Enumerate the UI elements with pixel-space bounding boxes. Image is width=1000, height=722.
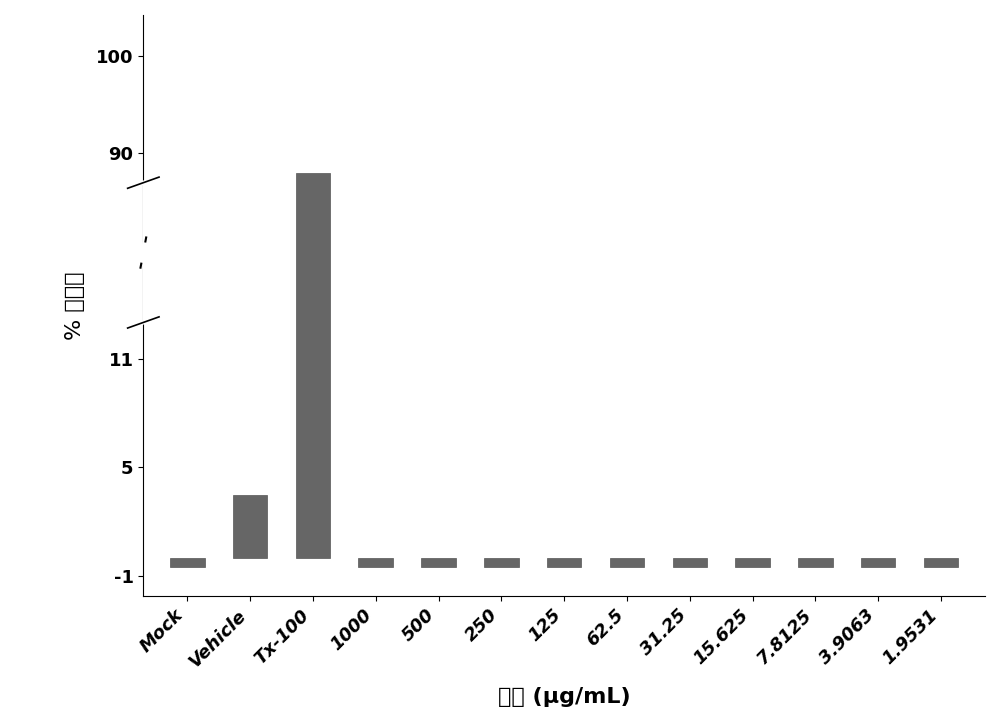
Bar (798, 558, 833, 567)
Bar (358, 558, 393, 567)
Bar (484, 558, 519, 567)
Bar (233, 495, 267, 558)
Y-axis label: % 溶血率: % 溶血率 (65, 271, 85, 340)
Bar (924, 558, 958, 567)
Bar (861, 558, 895, 567)
X-axis label: 浓度 (μg/mL): 浓度 (μg/mL) (498, 687, 630, 707)
Bar (296, 173, 330, 558)
Bar (735, 558, 770, 567)
Bar (547, 558, 581, 567)
Bar (421, 558, 456, 567)
Bar (170, 558, 205, 567)
Bar (673, 558, 707, 567)
Bar (610, 558, 644, 567)
